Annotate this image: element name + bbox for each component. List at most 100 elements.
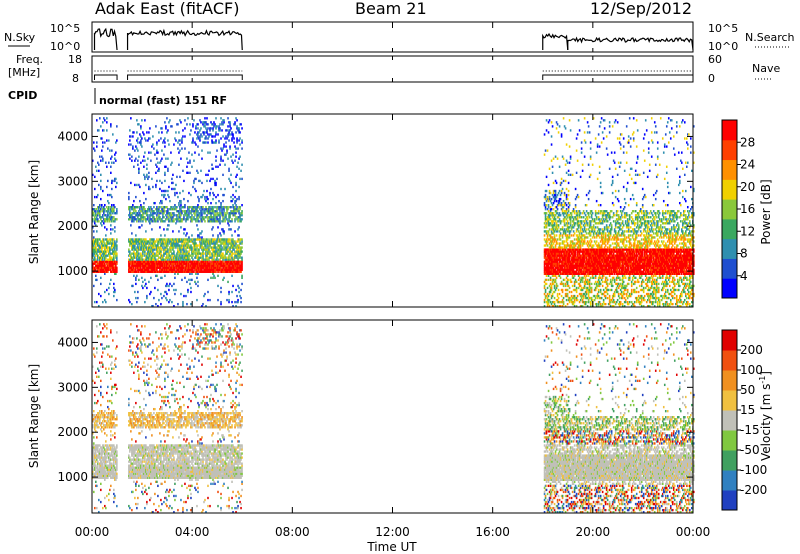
power-cell xyxy=(567,210,570,213)
power-cell xyxy=(200,238,202,241)
power-cell xyxy=(209,260,211,263)
power-cell xyxy=(566,280,569,284)
power-cell xyxy=(566,234,569,237)
power-cell xyxy=(187,214,189,217)
power-cell xyxy=(550,143,553,146)
power-cell xyxy=(562,284,565,288)
power-cell xyxy=(211,135,213,138)
power-cell xyxy=(131,268,133,271)
power-cell xyxy=(149,246,151,249)
power-cell xyxy=(207,260,209,263)
power-cell xyxy=(129,135,131,138)
power-cell xyxy=(103,268,105,271)
power-cell xyxy=(146,266,148,269)
power-cell xyxy=(140,260,142,263)
power-cell xyxy=(146,218,148,221)
power-cell xyxy=(211,238,213,241)
power-cell xyxy=(131,246,133,249)
power-cell xyxy=(572,268,575,271)
power-cell xyxy=(140,216,142,219)
power-cell xyxy=(106,288,108,292)
power-cell xyxy=(206,129,208,132)
power-cell xyxy=(180,292,182,296)
power-cell xyxy=(169,199,171,203)
power-cell xyxy=(584,224,587,227)
power-cell xyxy=(562,282,565,286)
power-cell xyxy=(238,185,240,189)
power-cell xyxy=(178,203,180,207)
power-cell xyxy=(204,258,206,261)
power-cell xyxy=(156,141,158,144)
power-cell xyxy=(205,264,207,267)
power-cell xyxy=(145,212,147,215)
power-cell xyxy=(164,206,166,209)
power-cell xyxy=(155,254,157,257)
power-cell xyxy=(231,290,233,294)
power-cell xyxy=(106,185,108,189)
power-cell xyxy=(148,250,150,253)
power-cell xyxy=(227,280,229,284)
power-cell xyxy=(569,173,572,177)
nsky-label: N.Sky xyxy=(4,31,36,44)
power-cell xyxy=(565,171,568,174)
power-cell xyxy=(543,234,546,237)
power-cell xyxy=(93,236,95,239)
power-cell xyxy=(212,248,214,251)
power-cell xyxy=(136,242,138,245)
power-cell xyxy=(209,262,211,265)
power-cell xyxy=(221,246,223,249)
power-cell xyxy=(197,272,199,275)
power-cell xyxy=(201,304,203,308)
power-cell xyxy=(152,242,154,245)
power-cell xyxy=(113,246,115,249)
power-cell xyxy=(196,212,198,215)
power-cell xyxy=(216,125,218,128)
power-cell xyxy=(160,264,162,267)
power-cell xyxy=(156,206,158,209)
power-cell xyxy=(107,208,109,211)
power-cell xyxy=(205,268,207,271)
power-cell xyxy=(569,155,572,158)
power-cell xyxy=(176,242,178,245)
power-cell xyxy=(222,199,224,203)
power-cell xyxy=(128,143,130,146)
power-cell xyxy=(200,246,202,249)
power-cell xyxy=(147,218,149,221)
nave-tick-top: 60 xyxy=(708,53,722,66)
power-cell xyxy=(171,256,173,259)
power-cell xyxy=(214,206,216,209)
power-cell xyxy=(191,262,193,265)
power-cell xyxy=(212,226,214,229)
cpid-text: normal (fast) 151 RF xyxy=(99,94,227,107)
power-cell xyxy=(102,268,104,271)
power-cell xyxy=(166,240,168,243)
power-cell xyxy=(104,256,106,259)
power-cell xyxy=(105,270,107,273)
power-cell xyxy=(94,252,96,255)
power-cell xyxy=(229,123,231,126)
power-cell xyxy=(239,240,241,243)
power-cell xyxy=(550,296,553,300)
power-cell xyxy=(136,256,138,259)
power-cell xyxy=(97,248,99,251)
power-cell xyxy=(203,240,205,243)
power-cell xyxy=(185,212,187,215)
power-cell xyxy=(176,260,178,263)
power-cell xyxy=(196,266,198,269)
power-cell xyxy=(112,244,114,247)
power-cell xyxy=(557,224,560,227)
power-cell xyxy=(148,258,150,261)
power-cell xyxy=(547,264,550,267)
power-cell xyxy=(551,236,554,239)
power-cell xyxy=(114,212,116,215)
power-cell xyxy=(164,266,166,269)
power-cell xyxy=(172,264,174,267)
power-cell xyxy=(191,272,193,275)
power-cell xyxy=(187,268,189,271)
power-cell xyxy=(576,133,579,136)
power-cell xyxy=(163,252,165,255)
power-cell xyxy=(129,250,131,253)
power-cell xyxy=(544,290,547,294)
power-cell xyxy=(164,121,166,124)
power-cell xyxy=(97,260,99,263)
